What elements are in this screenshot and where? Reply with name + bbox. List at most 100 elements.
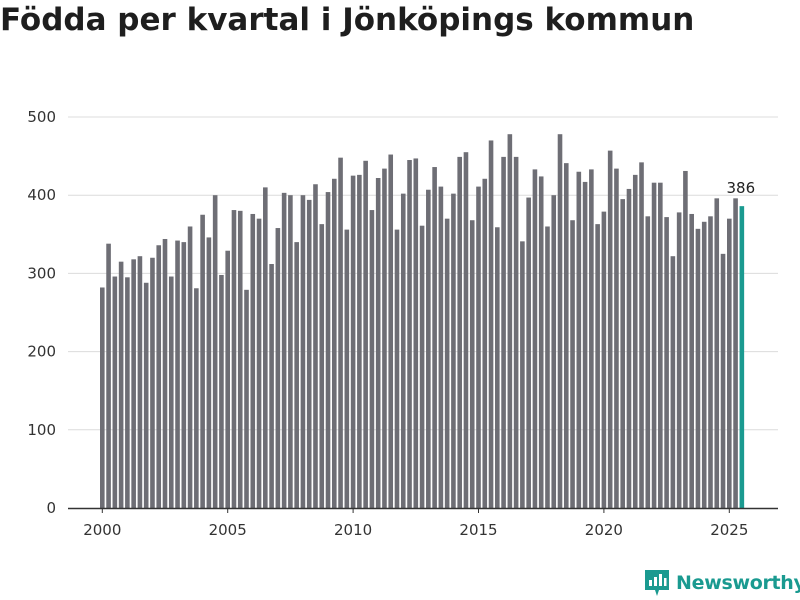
- bar: [269, 264, 274, 508]
- bar: [708, 216, 713, 508]
- bar: [369, 210, 375, 508]
- bar: [181, 242, 187, 508]
- bar: [357, 174, 362, 508]
- brand-logo: Newsworthy: [644, 568, 800, 598]
- bar: [444, 218, 450, 508]
- bar: [225, 250, 230, 508]
- bar: [338, 157, 343, 508]
- y-tick-label: 100: [27, 421, 56, 439]
- x-axis-ticks: [101, 508, 730, 513]
- x-tick-label: 2015: [459, 521, 497, 539]
- bar: [739, 206, 745, 508]
- bar: [162, 238, 168, 509]
- bar: [595, 224, 600, 508]
- brand-name: Newsworthy: [676, 572, 800, 594]
- bar: [175, 240, 180, 508]
- bar: [275, 228, 281, 509]
- annotations: 386: [727, 179, 756, 197]
- bar: [532, 169, 538, 508]
- bar: [676, 212, 682, 508]
- bar: [156, 245, 162, 508]
- bar: [212, 195, 218, 508]
- bar: [482, 178, 488, 508]
- bar: [382, 168, 387, 509]
- bar: [168, 276, 174, 508]
- bar: [689, 213, 694, 508]
- bar: [576, 171, 582, 509]
- bars: [100, 134, 745, 509]
- bar: [350, 175, 356, 508]
- bar: [683, 170, 688, 508]
- bar: [520, 241, 525, 508]
- bar: [250, 213, 256, 508]
- bar: [313, 184, 318, 508]
- bar: [714, 198, 720, 508]
- x-tick-label: 2010: [334, 521, 372, 539]
- bar: [288, 195, 293, 508]
- bar: [187, 226, 193, 509]
- bar: [469, 220, 475, 508]
- bar: [563, 163, 569, 508]
- bar: [426, 189, 431, 509]
- bar: [727, 218, 732, 508]
- bar: [331, 178, 337, 508]
- bar: [495, 227, 500, 508]
- bar: [457, 156, 462, 508]
- bar: [219, 274, 224, 508]
- bar: [476, 186, 481, 508]
- bar: [237, 210, 243, 508]
- bar: [106, 243, 111, 508]
- y-tick-label: 400: [27, 186, 56, 204]
- bar: [607, 150, 613, 508]
- bar: [263, 187, 268, 508]
- x-tick-label: 2000: [83, 521, 121, 539]
- bar: [388, 154, 394, 509]
- bar: [432, 167, 437, 509]
- bar: [300, 195, 306, 508]
- bar: [463, 152, 469, 508]
- bar: [256, 218, 262, 508]
- bar: [632, 174, 638, 508]
- bar: [400, 193, 406, 508]
- bar: [306, 199, 312, 508]
- bar: [118, 261, 124, 508]
- bar: [589, 169, 594, 508]
- bar: [325, 192, 331, 508]
- bar: [451, 193, 456, 508]
- bar: [488, 140, 494, 508]
- bar: [407, 160, 412, 508]
- bar: [720, 253, 726, 508]
- bar: [112, 276, 118, 508]
- bar: [513, 156, 519, 508]
- bar: [394, 229, 400, 509]
- bar: [363, 160, 368, 509]
- x-tick-label: 2005: [209, 521, 247, 539]
- bar: [244, 289, 249, 508]
- bar: [620, 199, 626, 509]
- bar: [137, 256, 143, 508]
- bar: [194, 288, 199, 508]
- bar: [526, 197, 531, 509]
- bar: [733, 198, 738, 508]
- bar: [601, 211, 607, 508]
- bar: [231, 210, 237, 508]
- bar: [658, 182, 663, 508]
- bar: [344, 229, 350, 509]
- bar: [150, 257, 155, 508]
- bar: [143, 282, 149, 508]
- bar: [651, 182, 657, 508]
- y-axis-labels: 0 100 200 300 400 500: [27, 108, 56, 517]
- bar: [375, 178, 381, 508]
- bar: [557, 134, 563, 508]
- bar: [501, 156, 506, 508]
- bar: [570, 220, 575, 508]
- bar: [670, 256, 676, 508]
- bar: [545, 226, 550, 509]
- bar: [507, 134, 513, 508]
- x-tick-label: 2020: [585, 521, 623, 539]
- y-tick-label: 300: [27, 264, 56, 282]
- y-tick-label: 0: [46, 499, 56, 517]
- bar: [131, 259, 136, 508]
- bar: [100, 287, 105, 508]
